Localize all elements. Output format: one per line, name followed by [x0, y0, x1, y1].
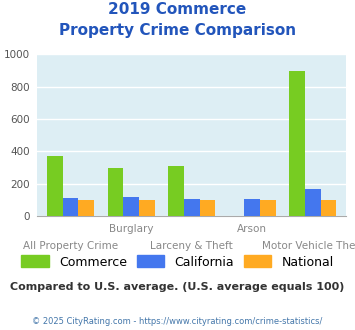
Text: © 2025 CityRating.com - https://www.cityrating.com/crime-statistics/: © 2025 CityRating.com - https://www.city…	[32, 317, 323, 326]
Bar	[260, 200, 276, 216]
Bar	[123, 197, 139, 216]
Bar	[168, 166, 184, 216]
Bar	[200, 200, 215, 216]
Text: 2019 Commerce: 2019 Commerce	[108, 2, 247, 16]
Legend: Commerce, California, National: Commerce, California, National	[21, 255, 334, 269]
Text: Burglary: Burglary	[109, 224, 153, 234]
Text: Motor Vehicle Theft: Motor Vehicle Theft	[262, 241, 355, 251]
Text: Compared to U.S. average. (U.S. average equals 100): Compared to U.S. average. (U.S. average …	[10, 282, 345, 292]
Text: Arson: Arson	[237, 224, 267, 234]
Bar	[78, 200, 94, 216]
Bar	[47, 155, 63, 216]
Bar	[321, 200, 337, 216]
Bar	[305, 189, 321, 216]
Bar	[184, 199, 200, 216]
Bar	[244, 199, 260, 216]
Text: Property Crime Comparison: Property Crime Comparison	[59, 23, 296, 38]
Text: All Property Crime: All Property Crime	[23, 241, 118, 251]
Bar	[108, 168, 123, 216]
Bar	[289, 71, 305, 216]
Bar	[139, 200, 155, 216]
Text: Larceny & Theft: Larceny & Theft	[150, 241, 233, 251]
Bar	[63, 198, 78, 216]
